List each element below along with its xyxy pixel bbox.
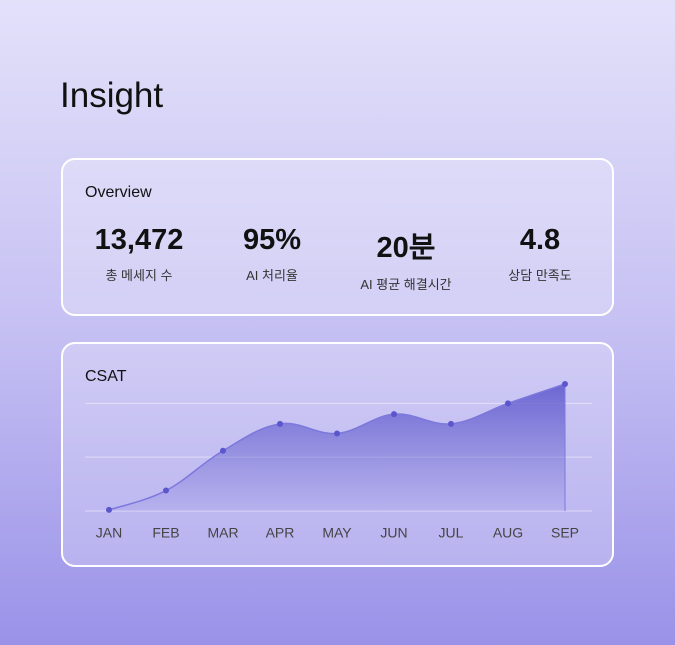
x-tick-label: JAN	[96, 525, 122, 541]
x-tick-label: JUL	[439, 525, 464, 541]
stat-label: AI 평균 해결시간	[360, 277, 452, 292]
point	[163, 487, 169, 494]
point	[505, 400, 511, 407]
x-tick-label: MAY	[322, 525, 352, 541]
x-tick-label: MAR	[207, 525, 238, 541]
stat: 20분 AI 평균 해결시간	[336, 224, 476, 293]
point	[562, 381, 568, 387]
point	[106, 506, 112, 513]
stat-value: 95%	[242, 224, 302, 256]
stat-value: 20분	[376, 232, 436, 264]
area	[109, 384, 565, 511]
card-title: CSAT	[85, 368, 127, 385]
stat-value: 4.8	[519, 224, 561, 256]
x-tick-label: SEP	[551, 525, 579, 541]
point	[277, 420, 283, 427]
stat: 4.8 상담 만족도	[470, 224, 610, 284]
x-tick-label: APR	[266, 525, 295, 541]
x-tick-label: AUG	[493, 525, 523, 541]
point	[391, 411, 397, 418]
point	[334, 430, 340, 437]
stat-value: 13,472	[94, 224, 184, 256]
page-title: Insight	[60, 76, 164, 115]
point	[220, 447, 226, 454]
stat-label: AI 처리율	[246, 268, 298, 283]
stat-label: 상담 만족도	[508, 268, 572, 283]
x-tick-label: FEB	[152, 525, 179, 541]
stat-label: 총 메세지 수	[105, 268, 173, 283]
x-tick-label: JUN	[380, 525, 407, 541]
point	[448, 420, 454, 427]
card-title: Overview	[85, 184, 152, 201]
stat: 95% AI 처리율	[202, 224, 342, 284]
overview-card: Overview 13,472 총 메세지 수 95% AI 처리율 20분 AI 평균 …	[61, 158, 614, 316]
stat: 13,472 총 메세지 수	[69, 224, 209, 284]
